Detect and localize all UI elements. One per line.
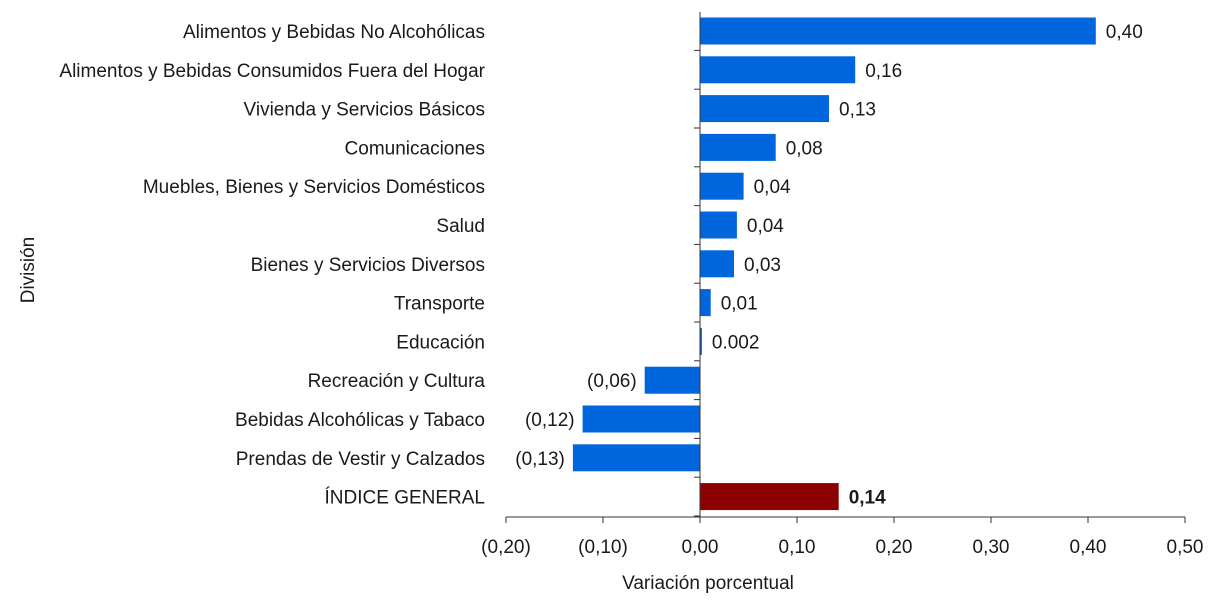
value-label: (0,13)	[515, 449, 565, 470]
category-label: Prendas de Vestir y Calzados	[236, 449, 485, 470]
category-labels-group: Alimentos y Bebidas No Alcohólicas Alimen…	[59, 22, 485, 509]
category-label: Muebles, Bienes y Servicios Domésticos	[143, 177, 485, 198]
value-label: 0,04	[754, 177, 791, 198]
value-label: 0,04	[747, 216, 784, 237]
value-label: 0.002	[712, 332, 760, 353]
category-label: Comunicaciones	[345, 138, 485, 159]
bars-group	[572, 17, 1096, 511]
category-label: Salud	[436, 216, 485, 237]
x-tick-label: 0,00	[682, 537, 719, 558]
category-label: Bienes y Servicios Diversos	[251, 255, 485, 276]
value-label: 0,14	[849, 488, 886, 509]
category-label: Bebidas Alcohólicas y Tabaco	[235, 410, 485, 431]
value-label: 0,03	[744, 255, 781, 276]
y-axis-title: División	[18, 237, 39, 304]
bar	[700, 289, 711, 317]
value-label: 0,08	[786, 138, 823, 159]
value-label: (0,12)	[525, 410, 575, 431]
category-label: Alimentos y Bebidas Consumidos Fuera del…	[59, 61, 485, 82]
bar-total	[700, 483, 839, 511]
bar	[700, 95, 829, 123]
bar	[644, 366, 700, 394]
x-tick-label: 0,10	[779, 537, 816, 558]
category-label: Transporte	[394, 294, 485, 315]
x-tick-label: 0,40	[1070, 537, 1107, 558]
bar	[582, 405, 700, 433]
category-label: Alimentos y Bebidas No Alcohólicas	[183, 22, 485, 43]
bar	[700, 327, 702, 355]
value-labels-group: 0,40 0,16 0,13 0,08 0,04 0,04 0,03 0,01 0.002 (0,…	[515, 22, 1143, 509]
bar	[700, 17, 1096, 45]
bar	[700, 56, 856, 84]
category-label: Vivienda y Servicios Básicos	[244, 100, 485, 121]
category-label: Educación	[396, 332, 485, 353]
value-label: 0,13	[839, 100, 876, 121]
value-label: (0,06)	[587, 371, 637, 392]
x-tick-label: 0,20	[876, 537, 913, 558]
bar	[572, 444, 700, 472]
value-label: 0,01	[721, 294, 758, 315]
x-tick-label: 0,30	[973, 537, 1010, 558]
x-tick-label: (0,20)	[481, 537, 531, 558]
axes-group	[506, 12, 1185, 518]
bar	[700, 172, 744, 200]
bar	[700, 250, 734, 278]
category-label: Recreación y Cultura	[308, 371, 486, 392]
x-ticks-group: (0,20) (0,10) 0,00 0,10 0,20 0,30 0,40 0,50	[481, 49, 1204, 558]
x-tick-label: 0,50	[1167, 537, 1204, 558]
x-axis-title: Variación porcentual	[622, 573, 794, 594]
bar	[700, 211, 737, 239]
bar	[700, 133, 776, 161]
category-label: ÍNDICE GENERAL	[325, 488, 485, 509]
value-label: 0,40	[1106, 22, 1143, 43]
x-tick-label: (0,10)	[578, 537, 628, 558]
value-label: 0,16	[865, 61, 902, 82]
